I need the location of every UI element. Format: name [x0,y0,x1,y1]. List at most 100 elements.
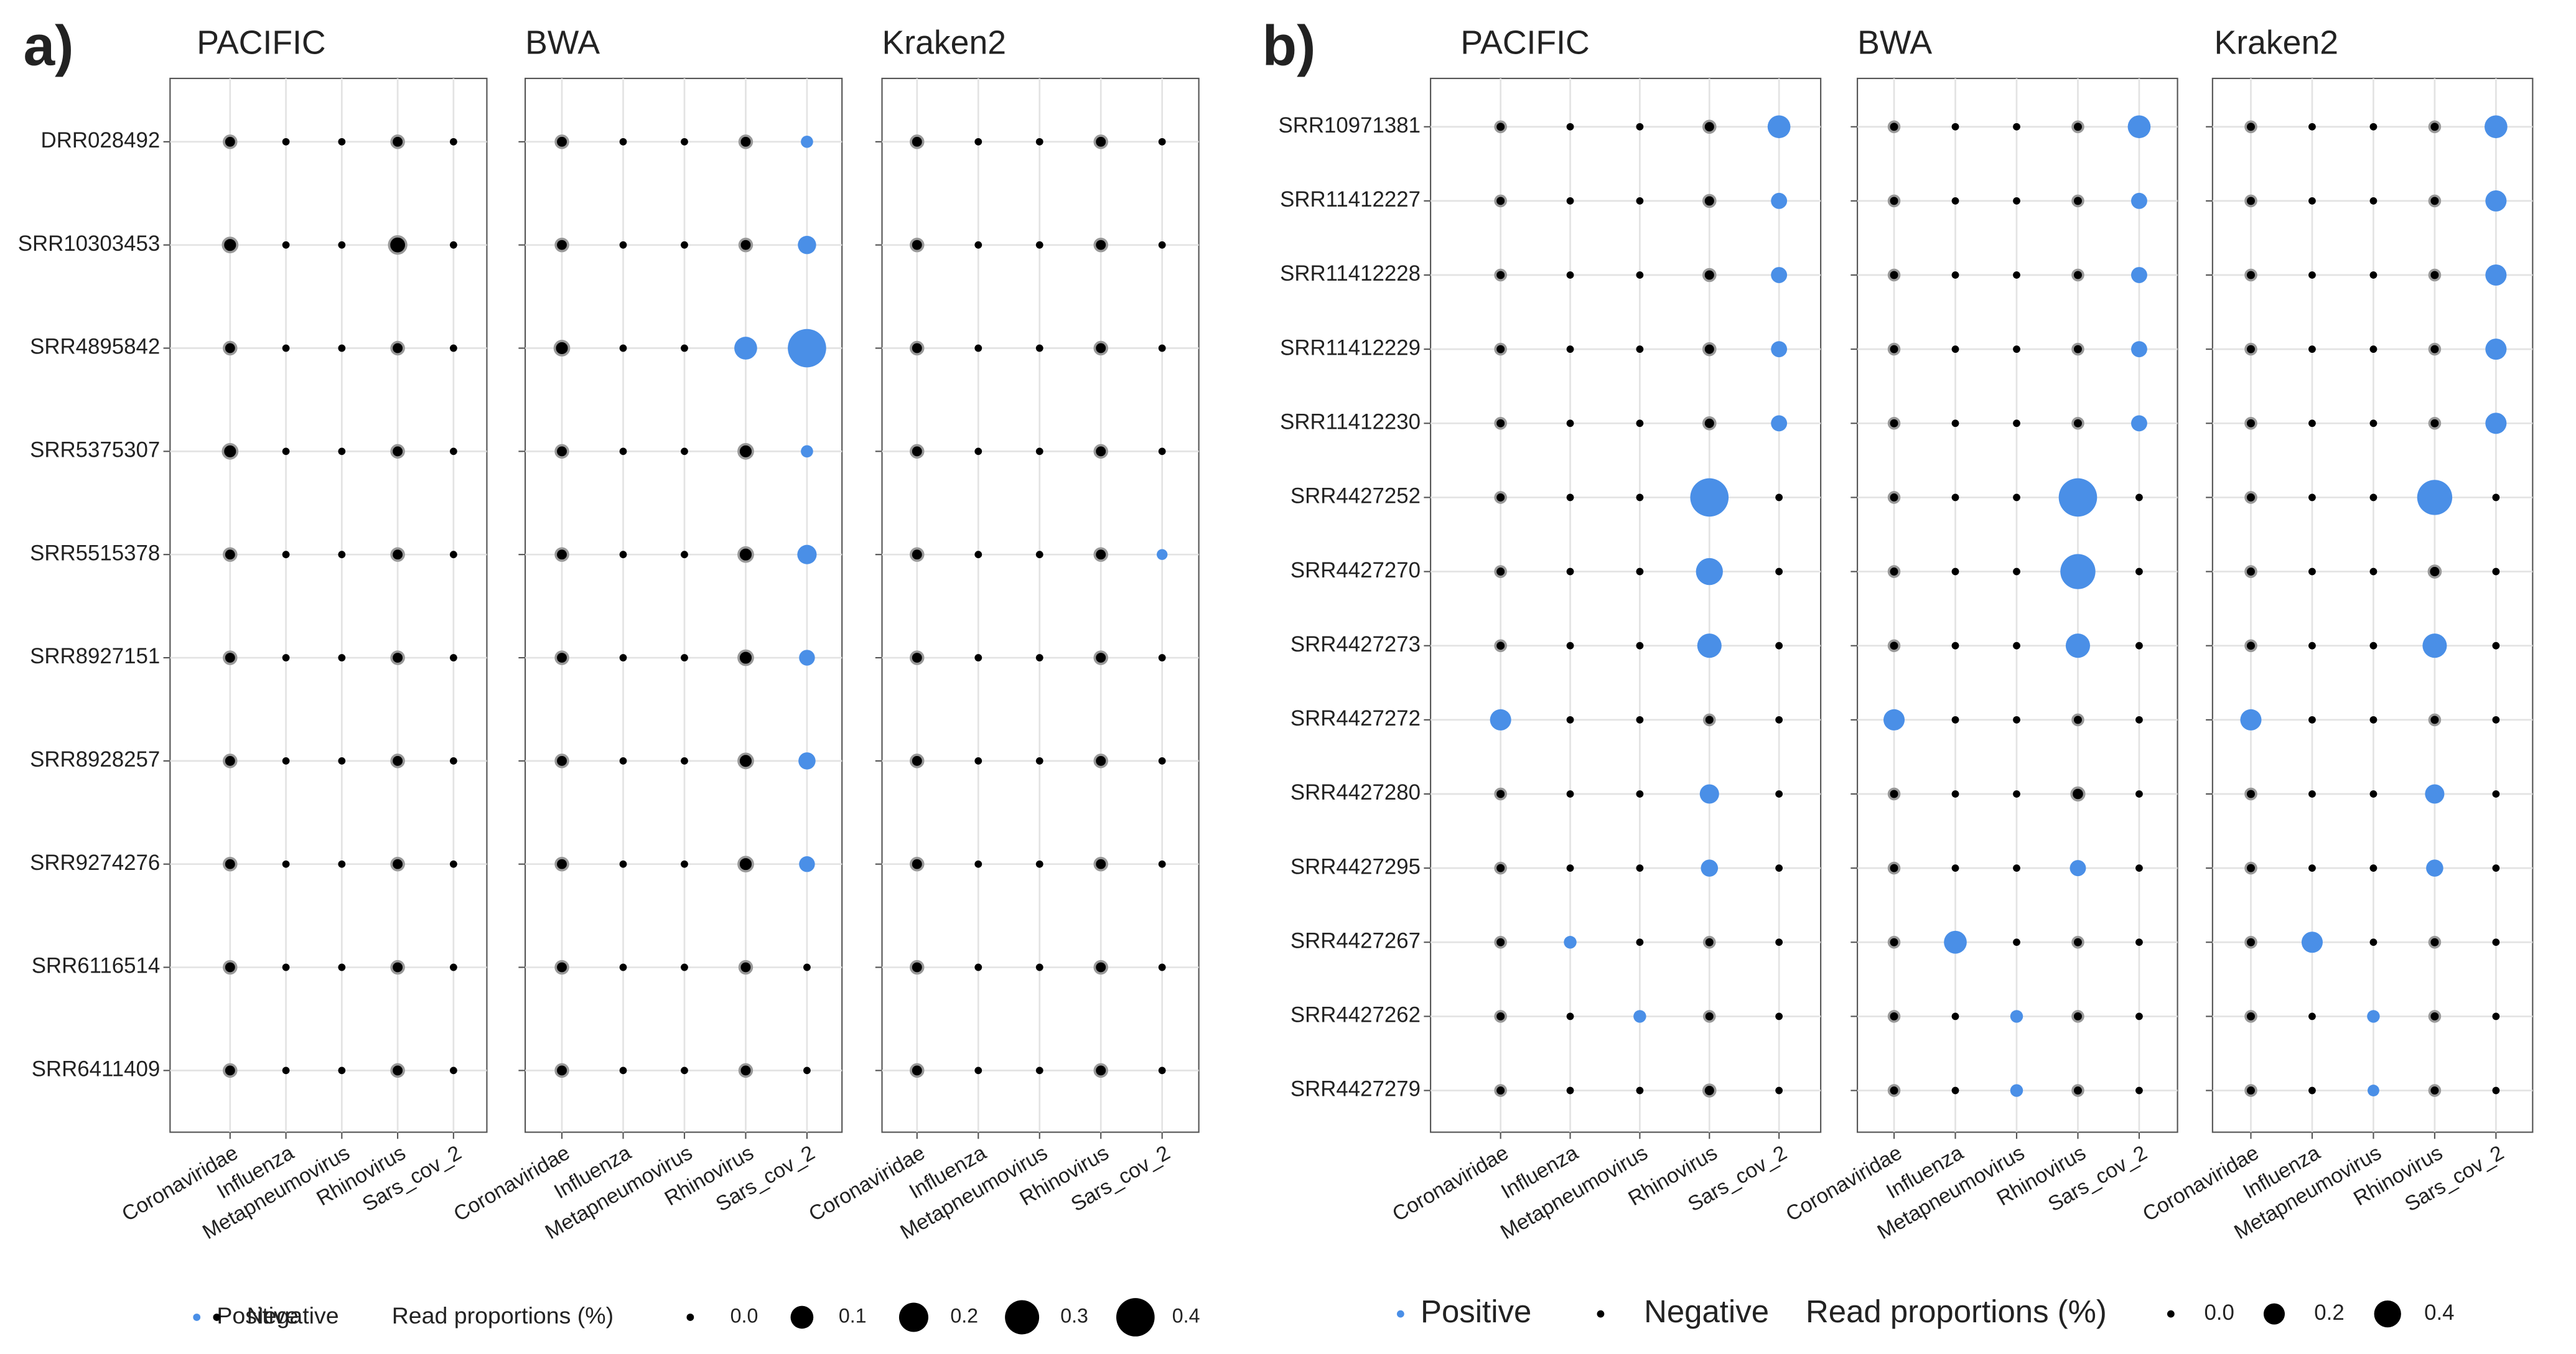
negative-dot [1775,790,1783,798]
negative-dot [2308,567,2316,576]
negative-dot [1951,716,1959,724]
negative-dot [1951,345,1959,353]
negative-dot [2492,642,2500,650]
negative-dot [449,551,457,559]
y-tick-label: SRR4427272 [1290,706,1421,731]
negative-dot [2071,1010,2084,1023]
negative-dot [1494,417,1507,430]
negative-dot [1035,551,1043,559]
positive-dot [799,650,815,666]
negative-dot [1566,345,1574,353]
size-legend-label: 0.2 [2314,1300,2344,1325]
negative-dot [222,443,239,460]
negative-dot [338,963,346,971]
y-tick-label: SRR4427279 [1290,1077,1421,1101]
size-legend-label: 0.0 [730,1304,758,1327]
positive-dot [1157,549,1168,560]
negative-dot [1093,1063,1108,1078]
size-legend-dot [898,1302,928,1332]
negative-dot [619,344,627,352]
negative-dot [223,134,238,149]
negative-dot [1035,344,1043,352]
positive-dot [797,544,817,564]
negative-dot [2013,419,2020,427]
negative-dot [1951,419,1959,427]
negative-dot [2308,271,2316,279]
negative-dot [1093,444,1108,459]
negative-dot [2308,642,2316,650]
negative-dot [1093,959,1108,975]
negative-dot [681,551,688,559]
negative-dot [282,757,290,765]
negative-dot [2244,194,2257,208]
negative-dot [1035,757,1043,765]
negative-dot [2135,493,2143,502]
negative-dot [803,1067,811,1075]
negative-dot [681,654,688,661]
negative-dot [1636,790,1644,798]
negative-dot [1702,268,1717,282]
negative-dot [1494,120,1507,133]
negative-dot [2135,938,2143,946]
negative-dot [681,757,688,765]
positive-dot [2368,1085,2379,1096]
y-tick-label: SRR4427267 [1290,928,1421,953]
negative-dot [974,860,982,868]
negative-dot [2492,864,2500,872]
negative-dot [2013,642,2020,650]
y-tick-label: SRR9274276 [30,851,160,875]
negative-dot [2492,1012,2500,1020]
negative-dot [681,1067,688,1075]
negative-dot [390,340,405,356]
negative-dot [1887,787,1901,801]
negative-dot [390,650,405,665]
negative-dot [2071,120,2084,133]
positive-dot [799,856,815,872]
negative-dot [2071,417,2084,430]
negative-dot [2428,936,2442,949]
negative-dot [1093,857,1108,872]
negative-dot [449,654,457,661]
negative-dot [619,757,627,765]
positive-dot [2485,190,2507,212]
negative-dot [737,752,754,770]
negative-dot [1702,194,1717,208]
negative-dot [1035,241,1043,249]
negative-dot [1775,716,1783,724]
negative-dot [2492,716,2500,724]
negative-dot [1636,567,1644,576]
positive-dot [1697,633,1722,658]
negative-dot [2369,642,2378,650]
negative-dot [390,1063,405,1078]
legend-label: Positive [1421,1294,1531,1329]
negative-dot [1093,754,1108,768]
negative-dot [2244,787,2257,801]
negative-dot [1887,417,1901,430]
negative-dot [2135,567,2143,576]
negative-dot [554,857,569,872]
negative-dot [1035,1067,1043,1075]
negative-dot [1887,120,1901,133]
negative-dot [1775,642,1783,650]
negative-dot [2369,790,2378,798]
size-legend-dot [2263,1303,2285,1325]
positive-dot [2301,931,2323,953]
positive-dot [1771,267,1788,283]
positive-dot [2130,192,2147,209]
negative-dot [2308,493,2316,502]
negative-dot [2135,716,2143,724]
negative-dot [2492,790,2500,798]
y-tick-label: SRR11412229 [1280,335,1421,360]
negative-dot [390,857,405,872]
positive-dot [2422,633,2447,658]
legend-label: Negative [1644,1294,1769,1329]
negative-dot [681,447,688,455]
positive-dot [2127,115,2151,139]
negative-dot [2071,1084,2084,1097]
negative-dot [390,959,405,975]
y-tick-label: SRR10971381 [1279,113,1421,138]
negative-dot [282,963,290,971]
negative-dot [2244,417,2257,430]
y-tick-label: SRR4427273 [1290,632,1421,656]
negative-dot [2244,342,2257,356]
